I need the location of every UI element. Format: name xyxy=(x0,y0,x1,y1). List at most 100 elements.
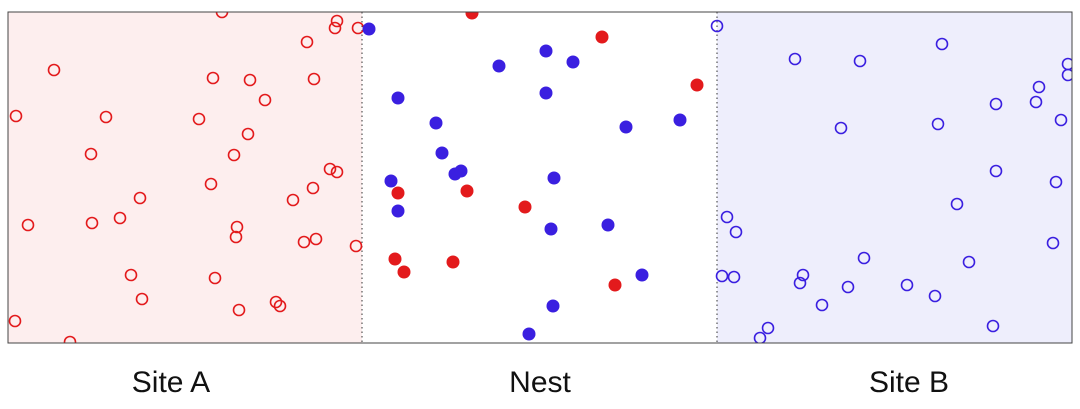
agent xyxy=(113,211,127,225)
agent xyxy=(330,14,344,28)
agent xyxy=(950,197,964,211)
site-a-label: Site A xyxy=(132,366,210,399)
agent xyxy=(1032,80,1046,94)
agent xyxy=(388,252,402,266)
agent xyxy=(133,191,147,205)
agent xyxy=(673,113,687,127)
agent xyxy=(258,93,272,107)
agent xyxy=(208,271,222,285)
agent xyxy=(446,255,460,269)
site-a-area xyxy=(8,12,362,343)
agent xyxy=(601,218,615,232)
agent xyxy=(1029,95,1043,109)
agent xyxy=(962,255,976,269)
agent xyxy=(323,162,337,176)
agent xyxy=(935,37,949,51)
agent xyxy=(349,239,363,253)
agent xyxy=(84,147,98,161)
agent xyxy=(619,120,633,134)
agent xyxy=(135,292,149,306)
agent xyxy=(99,110,113,124)
agent xyxy=(729,225,743,239)
agent xyxy=(124,268,138,282)
agent xyxy=(300,35,314,49)
agent xyxy=(539,44,553,58)
agent xyxy=(435,146,449,160)
agent xyxy=(928,289,942,303)
agent xyxy=(269,295,283,309)
agent xyxy=(635,268,649,282)
agent xyxy=(362,22,376,36)
agent xyxy=(1054,113,1068,127)
site-b-area xyxy=(717,12,1072,343)
agent xyxy=(306,181,320,195)
agent xyxy=(391,204,405,218)
agent xyxy=(727,270,741,284)
agent xyxy=(273,299,287,313)
nest-label: Nest xyxy=(509,366,571,399)
agent xyxy=(715,269,729,283)
agent xyxy=(492,59,506,73)
agent xyxy=(547,171,561,185)
agent xyxy=(243,73,257,87)
agent xyxy=(690,78,704,92)
agent xyxy=(566,55,580,69)
agent xyxy=(297,235,311,249)
agent xyxy=(539,86,553,100)
agent xyxy=(761,321,775,335)
agent xyxy=(1046,236,1060,250)
agent xyxy=(307,72,321,86)
agent xyxy=(391,91,405,105)
agent xyxy=(857,251,871,265)
agent xyxy=(206,71,220,85)
agent xyxy=(232,303,246,317)
agent xyxy=(815,298,829,312)
agent xyxy=(241,127,255,141)
agent xyxy=(204,177,218,191)
agent xyxy=(989,164,1003,178)
agent xyxy=(328,21,342,35)
agent xyxy=(1049,175,1063,189)
agent xyxy=(85,216,99,230)
agent xyxy=(192,112,206,126)
agent xyxy=(229,230,243,244)
agent xyxy=(544,222,558,236)
agent xyxy=(753,331,767,343)
agent xyxy=(793,276,807,290)
site-b-label: Site B xyxy=(869,366,949,399)
agent xyxy=(47,63,61,77)
agent xyxy=(1061,68,1072,82)
agent xyxy=(21,218,35,232)
agent xyxy=(9,109,23,123)
agent xyxy=(397,265,411,279)
agent xyxy=(518,200,532,214)
agent xyxy=(710,19,724,33)
agent xyxy=(460,184,474,198)
agent xyxy=(788,52,802,66)
agent xyxy=(227,148,241,162)
agent xyxy=(63,335,77,343)
agent xyxy=(595,30,609,44)
agents xyxy=(8,12,1072,343)
agent xyxy=(309,232,323,246)
agent xyxy=(720,210,734,224)
agent xyxy=(384,174,398,188)
agent xyxy=(834,121,848,135)
agent xyxy=(608,278,622,292)
agent xyxy=(454,164,468,178)
agent xyxy=(522,327,536,341)
agent xyxy=(215,12,229,19)
agent xyxy=(286,193,300,207)
agent xyxy=(546,299,560,313)
agent xyxy=(330,165,344,179)
agent xyxy=(931,117,945,131)
agent xyxy=(796,268,810,282)
agent xyxy=(391,186,405,200)
agent xyxy=(230,220,244,234)
agent xyxy=(465,12,479,20)
agent xyxy=(900,278,914,292)
agent xyxy=(841,280,855,294)
agent xyxy=(853,54,867,68)
agent xyxy=(8,314,22,328)
